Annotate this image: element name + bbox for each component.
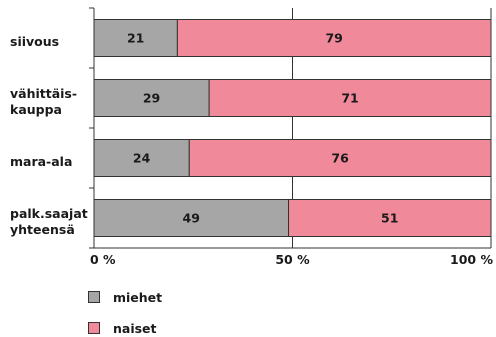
legend-label-naiset: naiset: [113, 321, 157, 336]
value-label-miehet-2: 24: [133, 151, 151, 166]
x-tick-label-50: 50 %: [275, 252, 310, 267]
stacked-bar-chart: 21 79 siivous 29 71 vähittäis-kauppa 24 76 mara-…: [0, 0, 496, 280]
value-label-naiset-3: 51: [381, 211, 398, 226]
category-label-0: siivous: [10, 34, 59, 49]
value-label-naiset-2: 76: [331, 151, 349, 166]
legend-item-naiset: naiset: [88, 319, 162, 337]
x-tick-label-0: 0 %: [90, 252, 116, 267]
legend-item-miehet: miehet: [88, 288, 162, 306]
value-label-naiset-0: 79: [325, 31, 342, 46]
legend: miehet naiset: [88, 288, 162, 337]
category-label-1: vähittäis-kauppa: [10, 86, 77, 117]
legend-swatch-naiset: [88, 322, 100, 334]
legend-label-miehet: miehet: [113, 290, 162, 305]
value-label-miehet-0: 21: [127, 31, 144, 46]
category-label-3: palk.saajat yhteensä: [10, 206, 88, 237]
x-tick-label-100: 100 %: [450, 252, 493, 267]
category-label-2: mara-ala: [10, 154, 72, 169]
value-label-miehet-3: 49: [183, 211, 200, 226]
value-label-miehet-1: 29: [143, 91, 160, 106]
value-label-naiset-1: 71: [341, 91, 358, 106]
legend-swatch-miehet: [88, 291, 100, 303]
